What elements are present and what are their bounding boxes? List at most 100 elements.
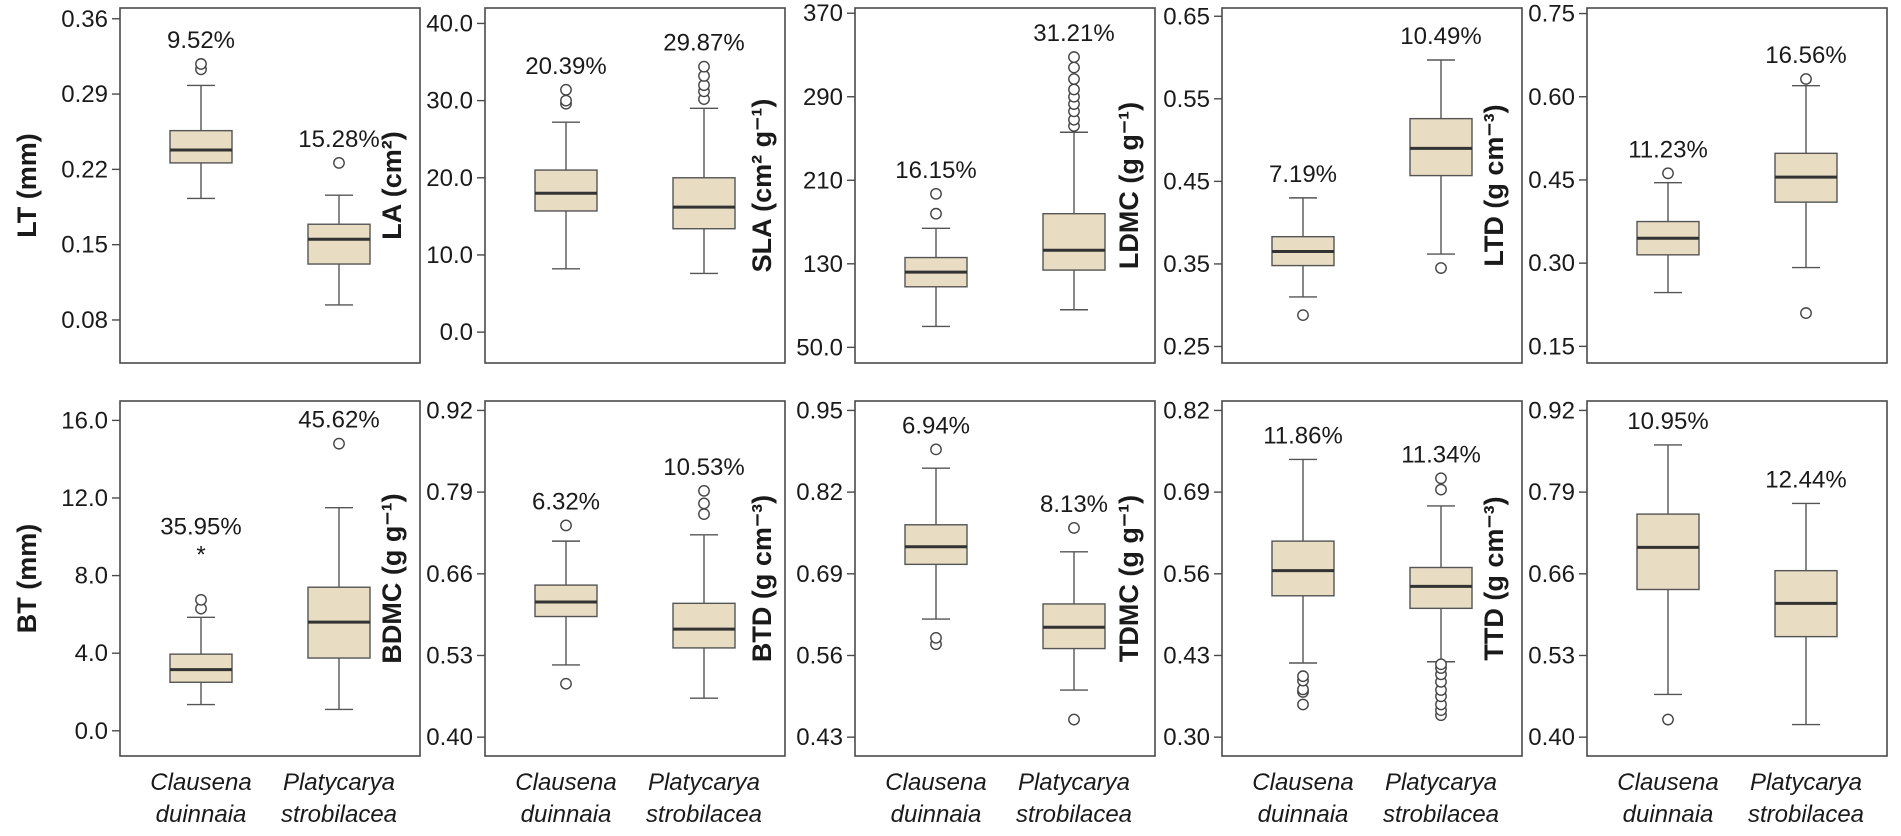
box-clausena: *35.95%	[160, 513, 242, 706]
panel-sla: 50.0 130 210 290 370 SLA (cm² g⁻¹) 16.15% 31.21…	[747, 0, 1156, 364]
x-category-label: duinnaia	[521, 801, 612, 828]
box-platycarya: 12.44%	[1765, 466, 1847, 726]
y-tick-label: 0.15	[1528, 333, 1575, 360]
cv-label: 20.39%	[525, 53, 606, 80]
cv-label: 11.34%	[1401, 441, 1481, 468]
x-category-label: Platycarya	[1018, 769, 1130, 796]
y-axis-label: LT (mm)	[12, 133, 42, 237]
box-clausena: 20.39%	[525, 53, 607, 270]
y-tick-label: 40.0	[426, 10, 473, 37]
box-platycarya: 15.28%	[298, 126, 380, 306]
y-tick-label: 0.40	[426, 724, 473, 751]
outlier-point	[1297, 309, 1309, 322]
panel-ttd: 0.40 0.53 0.66 0.79 0.92 TTD (g cm⁻³) 10.95% 12…	[1479, 397, 1888, 828]
cv-label: 10.49%	[1400, 23, 1481, 50]
outlier-point	[560, 519, 572, 532]
iqr-box	[1042, 212, 1106, 271]
x-category-label: duinnaia	[156, 801, 247, 828]
box-clausena: 6.32%	[532, 488, 600, 690]
y-axis-label: LDMC (g g⁻¹)	[1114, 102, 1144, 269]
y-tick-label: 0.40	[1528, 724, 1575, 751]
outlier-point	[560, 83, 572, 96]
outlier-point	[930, 443, 942, 456]
y-tick-label: 0.08	[61, 307, 108, 334]
x-category-label: Platycarya	[283, 769, 395, 796]
iqr-box	[672, 602, 736, 649]
y-axis-label: LTD (g cm⁻³)	[1479, 104, 1509, 266]
y-tick-label: 0.53	[426, 642, 473, 669]
y-tick-label: 12.0	[61, 485, 108, 512]
outlier-point	[1068, 61, 1080, 74]
y-tick-label: 0.30	[1163, 724, 1210, 751]
x-category-label: duinnaia	[1258, 801, 1349, 828]
panel-frame	[119, 400, 421, 757]
y-tick-label: 20.0	[426, 165, 473, 192]
box-platycarya: 31.21%	[1033, 20, 1115, 311]
y-tick-label: 0.95	[796, 397, 843, 424]
panel-frame	[484, 7, 786, 364]
y-tick-label: 0.75	[1528, 1, 1575, 28]
x-category-label: strobilacea	[1748, 801, 1864, 828]
panel-lt: 0.08 0.15 0.22 0.29 0.36 LT (mm) 9.52% 15.28%	[12, 6, 421, 364]
y-tick-label: 0.53	[1528, 642, 1575, 669]
y-tick-label: 0.43	[796, 724, 843, 751]
box-clausena: 11.86%	[1263, 422, 1343, 711]
iqr-box	[1271, 540, 1335, 597]
x-category-label: Clausena	[1252, 769, 1353, 796]
outlier-point	[698, 60, 710, 73]
x-category-label: strobilacea	[1016, 801, 1132, 828]
y-tick-label: 0.30	[1528, 250, 1575, 277]
y-axis-label: LA (cm²)	[377, 131, 407, 240]
outlier-point	[698, 484, 710, 497]
y-tick-label: 290	[803, 84, 843, 111]
outlier-point	[930, 207, 942, 220]
outlier-point	[1800, 73, 1812, 85]
y-tick-label: 0.43	[1163, 642, 1210, 669]
y-tick-label: 0.79	[1528, 479, 1575, 506]
y-tick-label: 0.92	[1528, 397, 1575, 424]
outlier-point	[333, 437, 345, 450]
outlier-point	[1435, 658, 1447, 671]
x-category-label: Clausena	[515, 769, 616, 796]
y-tick-label: 0.65	[1163, 3, 1210, 30]
panel-frame	[1586, 7, 1888, 364]
cv-label: 45.62%	[298, 407, 379, 434]
outlier-point	[1068, 713, 1080, 726]
box-clausena: 9.52%	[167, 27, 235, 200]
y-tick-label: 210	[803, 167, 843, 194]
panel-frame	[484, 400, 786, 757]
y-axis-label: TTD (g cm⁻³)	[1479, 496, 1509, 660]
y-axis-label: BTD (g cm⁻³)	[747, 495, 777, 662]
outlier-point	[1068, 522, 1080, 534]
y-tick-label: 30.0	[426, 88, 473, 115]
y-tick-label: 0.45	[1163, 168, 1210, 195]
panel-bt: 0.0 4.0 8.0 12.0 16.0 BT (mm) *35.95% 45.62% Cla…	[12, 400, 421, 828]
box-clausena: 7.19%	[1269, 161, 1337, 322]
panel-la: 0.0 10.0 20.0 30.0 40.0 LA (cm²) 20.39% 29.87%	[377, 7, 786, 364]
outlier-point	[1435, 262, 1447, 274]
outlier-point	[1297, 670, 1309, 683]
y-tick-label: 370	[803, 0, 843, 27]
cv-label: 7.19%	[1269, 161, 1337, 188]
box-clausena: 11.23%	[1628, 136, 1708, 294]
box-platycarya: 16.56%	[1765, 42, 1847, 319]
cv-label: 6.32%	[532, 488, 600, 515]
panel-ldmc: 0.25 0.35 0.45 0.55 0.65 LDMC (g g⁻¹) 7.19% 10.…	[1114, 3, 1523, 364]
y-tick-label: 16.0	[61, 407, 108, 434]
cv-label: 6.94%	[902, 412, 970, 439]
box-clausena: 10.95%	[1627, 408, 1709, 726]
iqr-box	[307, 223, 371, 265]
cv-label: 9.52%	[167, 27, 235, 54]
y-tick-label: 130	[803, 251, 843, 278]
panel-frame	[1221, 7, 1523, 364]
box-platycarya: 29.87%	[663, 30, 745, 275]
y-tick-label: 0.22	[61, 156, 108, 183]
panel-bdmc: 0.40 0.53 0.66 0.79 0.92 BDMC (g g⁻¹) 6.32% 10.…	[377, 397, 786, 828]
iqr-box	[534, 169, 598, 212]
y-tick-label: 0.36	[61, 6, 108, 33]
outlier-point	[930, 187, 942, 200]
iqr-box	[169, 129, 233, 164]
box-clausena: 16.15%	[895, 157, 977, 328]
cv-label: 11.23%	[1628, 136, 1708, 163]
